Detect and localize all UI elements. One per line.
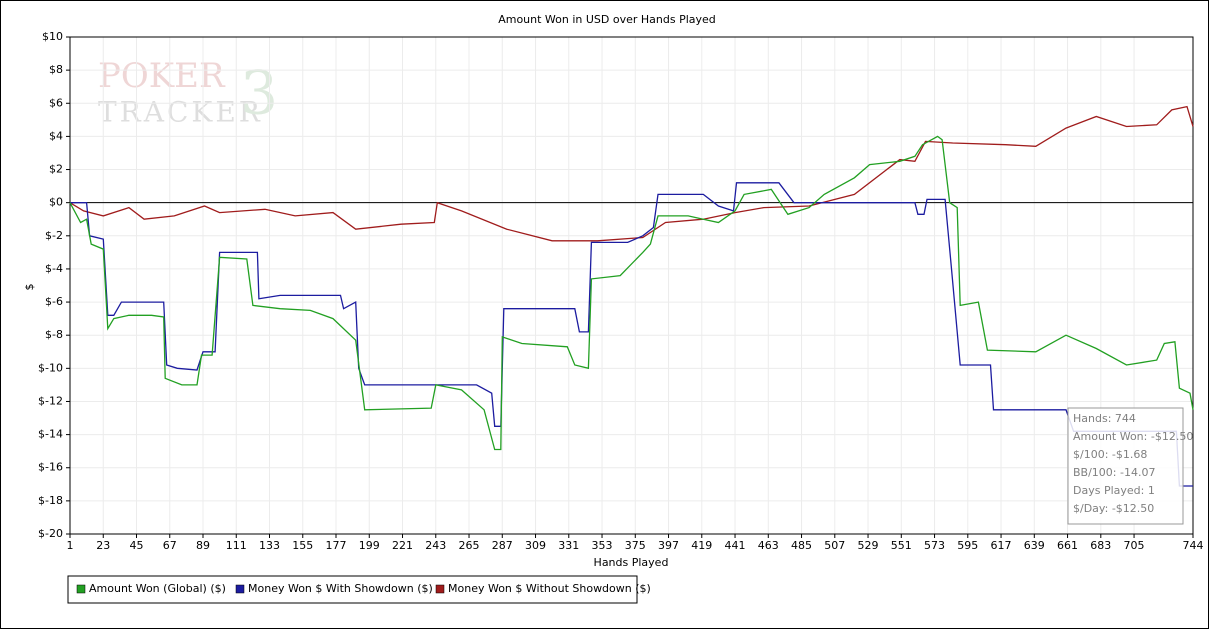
- x-tick-label: 683: [1090, 539, 1111, 552]
- x-tick-label: 287: [492, 539, 513, 552]
- x-tick-label: 177: [326, 539, 347, 552]
- legend-label: Amount Won (Global) ($): [89, 582, 226, 595]
- series-line: [69, 105, 1194, 242]
- legend-label: Money Won $ With Showdown ($): [248, 582, 433, 595]
- x-tick-label: 744: [1183, 539, 1204, 552]
- x-tick-label: 155: [292, 539, 313, 552]
- y-tick-label: $-10: [38, 361, 63, 374]
- y-tick-label: $2: [49, 163, 63, 176]
- x-tick-label: 507: [824, 539, 845, 552]
- tooltip-line: Amount Won: -$12.50: [1073, 430, 1193, 443]
- x-tick-label: 441: [725, 539, 746, 552]
- series-line: [69, 135, 1194, 451]
- y-axis-label: $: [23, 284, 36, 291]
- tooltip-line: $/100: -$1.68: [1073, 448, 1147, 461]
- y-tick-label: $4: [49, 129, 63, 142]
- y-tick-label: $-20: [38, 527, 63, 540]
- x-tick-label: 595: [957, 539, 978, 552]
- plot-border: [69, 36, 1194, 535]
- x-tick-label: 485: [791, 539, 812, 552]
- x-tick-label: 551: [891, 539, 912, 552]
- y-tick-label: $-4: [45, 262, 63, 275]
- y-tick-label: $8: [49, 63, 63, 76]
- chart-title: Amount Won in USD over Hands Played: [498, 13, 716, 26]
- x-tick-label: 23: [96, 539, 110, 552]
- y-tick-label: $-14: [38, 428, 63, 441]
- x-tick-label: 397: [658, 539, 679, 552]
- y-tick-label: $10: [42, 30, 63, 43]
- x-tick-label: 89: [196, 539, 210, 552]
- x-tick-label: 419: [691, 539, 712, 552]
- x-axis-label: Hands Played: [594, 556, 669, 569]
- tooltip-box: [1067, 407, 1184, 525]
- x-tick-label: 463: [758, 539, 779, 552]
- y-tick-label: $6: [49, 96, 63, 109]
- y-tick-label: $-16: [38, 461, 63, 474]
- series-line: [70, 182, 1193, 487]
- y-tick-label: $-12: [38, 394, 63, 407]
- watermark-text: TRACKER: [98, 96, 263, 129]
- tooltip-line: Days Played: 1: [1073, 484, 1155, 497]
- x-tick-label: 661: [1057, 539, 1078, 552]
- x-tick-label: 1: [67, 539, 74, 552]
- watermark-text: POKER: [98, 56, 226, 96]
- legend-swatch: [435, 584, 445, 594]
- y-tick-label: $-6: [45, 295, 63, 308]
- legend-label: Money Won $ Without Showdown ($): [448, 582, 651, 595]
- legend-box: [67, 575, 638, 604]
- legend-swatch: [235, 584, 245, 594]
- x-tick-label: 375: [625, 539, 646, 552]
- x-tick-label: 265: [459, 539, 480, 552]
- x-tick-label: 199: [359, 539, 380, 552]
- y-tick-label: $-18: [38, 494, 63, 507]
- x-tick-label: 45: [130, 539, 144, 552]
- y-tick-label: $-2: [45, 229, 63, 242]
- y-tick-label: $-8: [45, 328, 63, 341]
- tooltip-line: Hands: 744: [1073, 412, 1136, 425]
- x-tick-label: 617: [991, 539, 1012, 552]
- x-tick-label: 67: [163, 539, 177, 552]
- x-tick-label: 705: [1124, 539, 1145, 552]
- x-tick-label: 111: [226, 539, 247, 552]
- tooltip-line: $/Day: -$12.50: [1073, 502, 1154, 515]
- watermark-text: 3: [240, 59, 278, 129]
- x-tick-label: 573: [924, 539, 945, 552]
- x-tick-label: 309: [525, 539, 546, 552]
- x-tick-label: 353: [592, 539, 613, 552]
- x-tick-label: 639: [1024, 539, 1045, 552]
- watermark: POKER TRACKER 3: [98, 56, 278, 129]
- y-tick-label: $0: [49, 196, 63, 209]
- tooltip-line: BB/100: -14.07: [1073, 466, 1155, 479]
- x-tick-label: 221: [392, 539, 413, 552]
- x-tick-label: 133: [259, 539, 280, 552]
- x-tick-label: 243: [425, 539, 446, 552]
- x-tick-label: 529: [858, 539, 879, 552]
- legend-swatch: [76, 584, 86, 594]
- x-tick-label: 331: [558, 539, 579, 552]
